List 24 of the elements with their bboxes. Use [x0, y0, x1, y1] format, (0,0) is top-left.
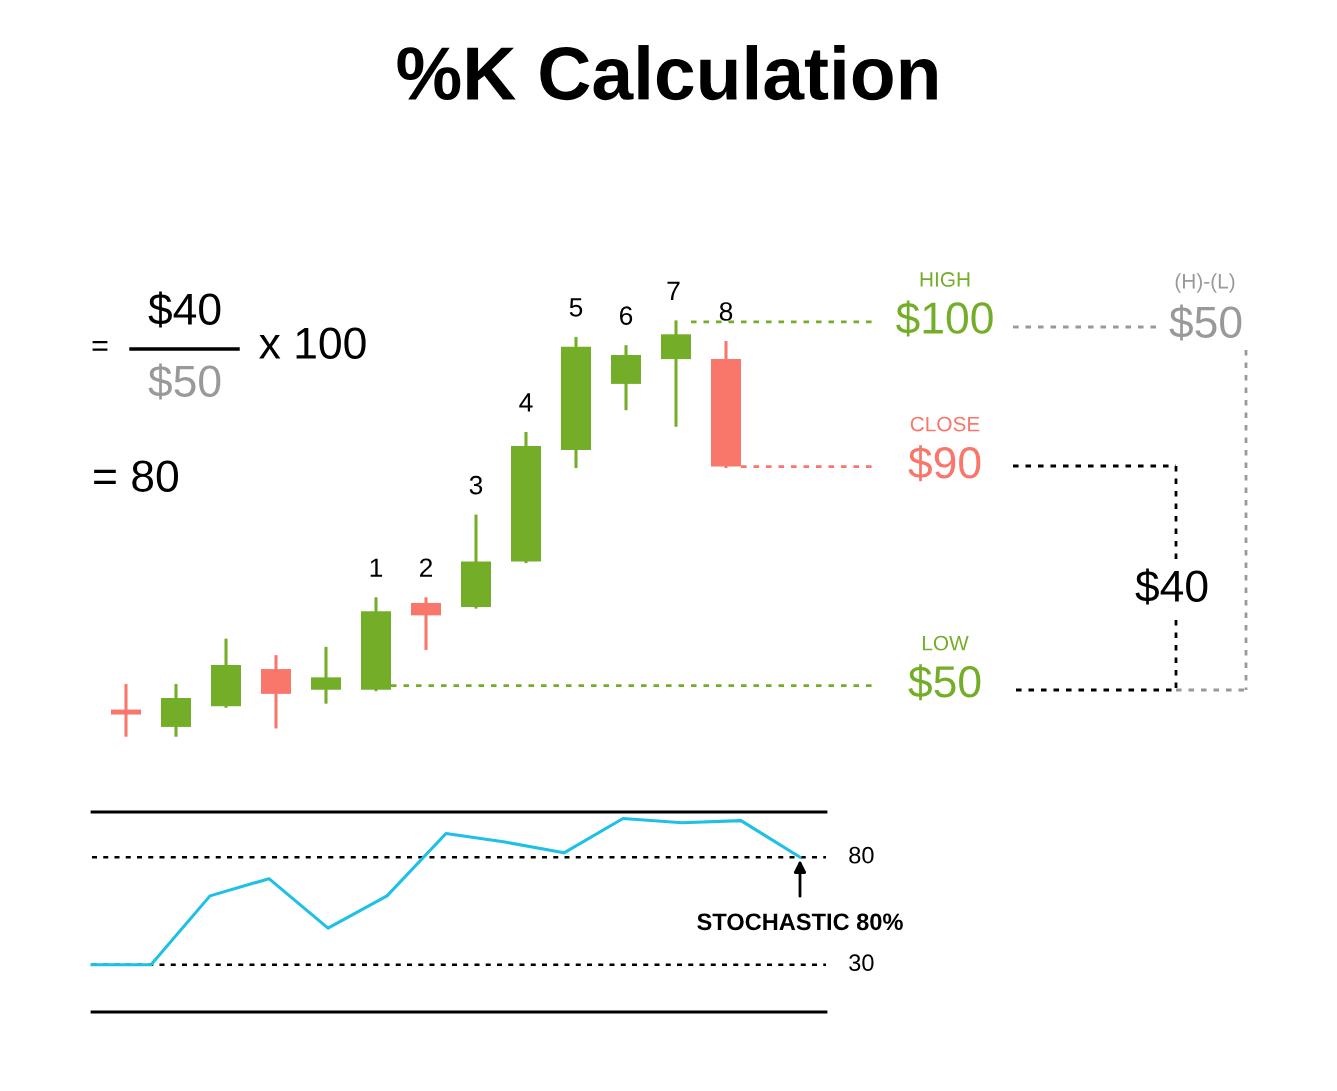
- category-label: 1: [370, 558, 383, 577]
- text: $40: [1135, 568, 1208, 605]
- category-label: 5: [569, 298, 583, 317]
- ref-line-label: LOW $50: [908, 635, 981, 701]
- candlestick: [111, 684, 141, 737]
- annotation: $50: [148, 363, 221, 400]
- ref-line-label: 80: [849, 846, 874, 864]
- ref-line-label: HIGH $100: [896, 272, 993, 337]
- category-label: 6: [620, 306, 633, 325]
- category-label: 8: [719, 302, 733, 321]
- category-label: 2: [419, 558, 433, 577]
- text: $50: [1169, 304, 1242, 341]
- ref-line-label: 30: [849, 954, 874, 972]
- category-label: 3: [469, 475, 483, 495]
- annotation: STOCHASTIC 80%: [697, 913, 903, 931]
- category-label: 7: [667, 281, 680, 300]
- ref-line-label: CLOSE $90: [908, 416, 981, 482]
- annotation: =: [92, 340, 108, 351]
- text: (H)-(L): [1175, 273, 1235, 293]
- chart-title: %K Calculation: [397, 45, 937, 101]
- category-label: 4: [519, 393, 533, 412]
- annotation: = 80: [94, 460, 178, 492]
- annotation: $40: [148, 291, 221, 328]
- annotation: x 100: [259, 327, 366, 359]
